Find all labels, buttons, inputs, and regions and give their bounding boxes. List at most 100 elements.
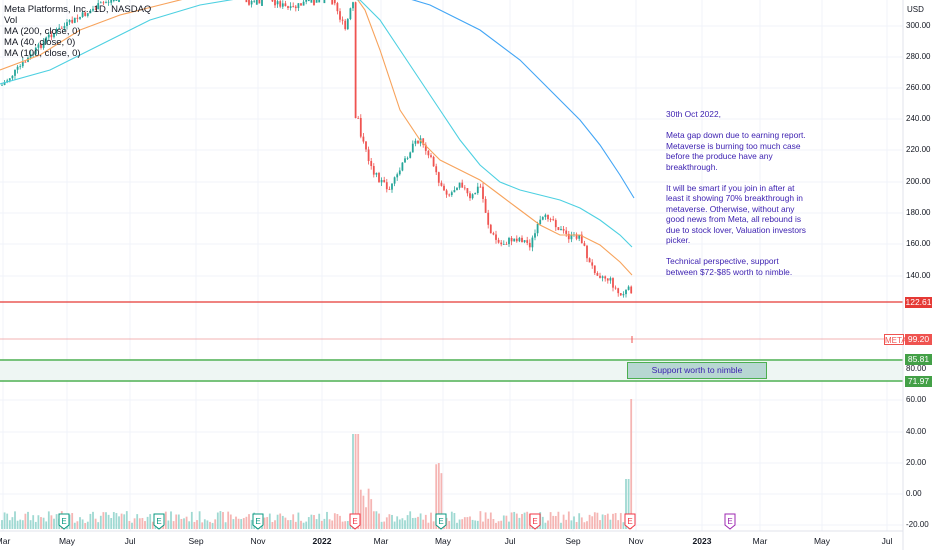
candle-body [591, 262, 594, 266]
volume-bar [362, 495, 365, 529]
candle-body [562, 229, 565, 231]
earnings-marker[interactable]: E [624, 513, 636, 530]
volume-bar [406, 515, 409, 529]
candle-body [79, 16, 81, 19]
earnings-marker[interactable]: E [58, 513, 70, 530]
candle-body [21, 61, 24, 67]
candle-body [513, 238, 516, 242]
candle-body [331, 0, 334, 5]
volume-bar [326, 511, 328, 529]
candle-body [6, 80, 9, 83]
volume-bar [424, 514, 427, 529]
candle-body [544, 214, 547, 218]
volume-bar [196, 520, 198, 529]
analysis-note[interactable]: 30th Oct 2022, Meta gap down due to earn… [666, 109, 812, 288]
volume-bar [612, 513, 614, 529]
ma-200-line[interactable] [330, 0, 635, 199]
volume-bar [240, 519, 243, 529]
volume-bar [11, 517, 14, 529]
candle-body [42, 41, 45, 48]
volume-bar [565, 519, 568, 529]
volume-bar [190, 511, 193, 529]
candle-body [40, 44, 42, 48]
candle-body [365, 141, 367, 150]
candle-body [489, 224, 492, 234]
candle-body [3, 82, 6, 85]
candle-body [388, 189, 391, 191]
volume-bar [6, 513, 9, 529]
price-axis-label: 160.00 [906, 239, 931, 248]
candle-body [307, 0, 310, 2]
legend-volume[interactable]: Vol [4, 15, 18, 26]
legend-symbol-title[interactable]: Meta Platforms, Inc., 1D, NASDAQ [4, 4, 152, 15]
support-zone-label[interactable]: Support worth to nimble [627, 362, 767, 379]
price-axis-label: 300.00 [906, 21, 931, 30]
price-axis-label: 140.00 [906, 271, 931, 280]
volume-bar [50, 515, 53, 529]
candle-body [435, 166, 438, 173]
volume-bar [476, 520, 479, 529]
candle-body [102, 2, 105, 4]
candle-body [250, 1, 253, 5]
earnings-marker[interactable]: E [724, 513, 736, 530]
ma-40-line[interactable] [0, 0, 633, 276]
volume-bar [627, 479, 630, 529]
earnings-marker[interactable]: E [529, 513, 541, 530]
legend-ma-40[interactable]: MA (40, close, 0) [4, 37, 76, 48]
ma-100-line[interactable] [0, 0, 633, 248]
candle-body [409, 152, 412, 158]
earnings-marker[interactable]: E [349, 513, 361, 530]
candle-body [474, 193, 477, 195]
earnings-marker[interactable]: E [435, 513, 447, 530]
volume-bar [456, 522, 458, 529]
earnings-badge [435, 513, 447, 530]
volume-bar [71, 513, 74, 529]
volume-bar [495, 522, 497, 529]
volume-bar [435, 464, 438, 529]
volume-bar [201, 522, 204, 529]
volume-bar [224, 522, 227, 529]
volume-bar [263, 517, 266, 529]
price-axis-label: 0.00 [906, 489, 922, 498]
candle-body [487, 212, 490, 225]
volume-bar [383, 521, 386, 529]
volume-bar [242, 518, 245, 529]
candle-body [557, 227, 560, 231]
candle-body [596, 273, 599, 276]
candle-body [336, 3, 339, 12]
volume-bar [388, 514, 391, 529]
volume-bar [518, 517, 521, 529]
volume-bar [149, 514, 152, 529]
volume-bar [601, 514, 604, 529]
volume-bar [102, 512, 105, 529]
volume-bar [432, 521, 435, 529]
candle-body [508, 237, 510, 245]
volume-bar [510, 512, 513, 529]
volume-bar [378, 513, 380, 529]
candle-body [502, 244, 505, 245]
candle-body [612, 278, 614, 288]
legend-ma-200[interactable]: MA (200, close, 0) [4, 26, 81, 37]
earnings-marker[interactable]: E [252, 513, 264, 530]
candle-body [619, 293, 622, 296]
candle-body [86, 13, 89, 16]
volume-bar [27, 511, 29, 529]
volume-bar [409, 511, 412, 529]
volume-bar [339, 515, 341, 529]
earnings-marker[interactable]: E [153, 513, 165, 530]
candle-body [47, 34, 50, 38]
candle-body [448, 194, 451, 196]
earnings-badge [252, 513, 264, 530]
candle-body [271, 0, 274, 2]
legend-ma-100[interactable]: MA (100, close, 0) [4, 48, 81, 59]
candle-body [609, 278, 612, 281]
volume-bar [450, 511, 453, 529]
price-axis-label: 220.00 [906, 145, 931, 154]
volume-bar [492, 519, 495, 529]
candle-body [94, 8, 97, 10]
volume-bar [521, 513, 523, 529]
candle-body [362, 136, 365, 142]
volume-bar [138, 518, 141, 529]
price-axis-label: 20.00 [906, 458, 927, 467]
